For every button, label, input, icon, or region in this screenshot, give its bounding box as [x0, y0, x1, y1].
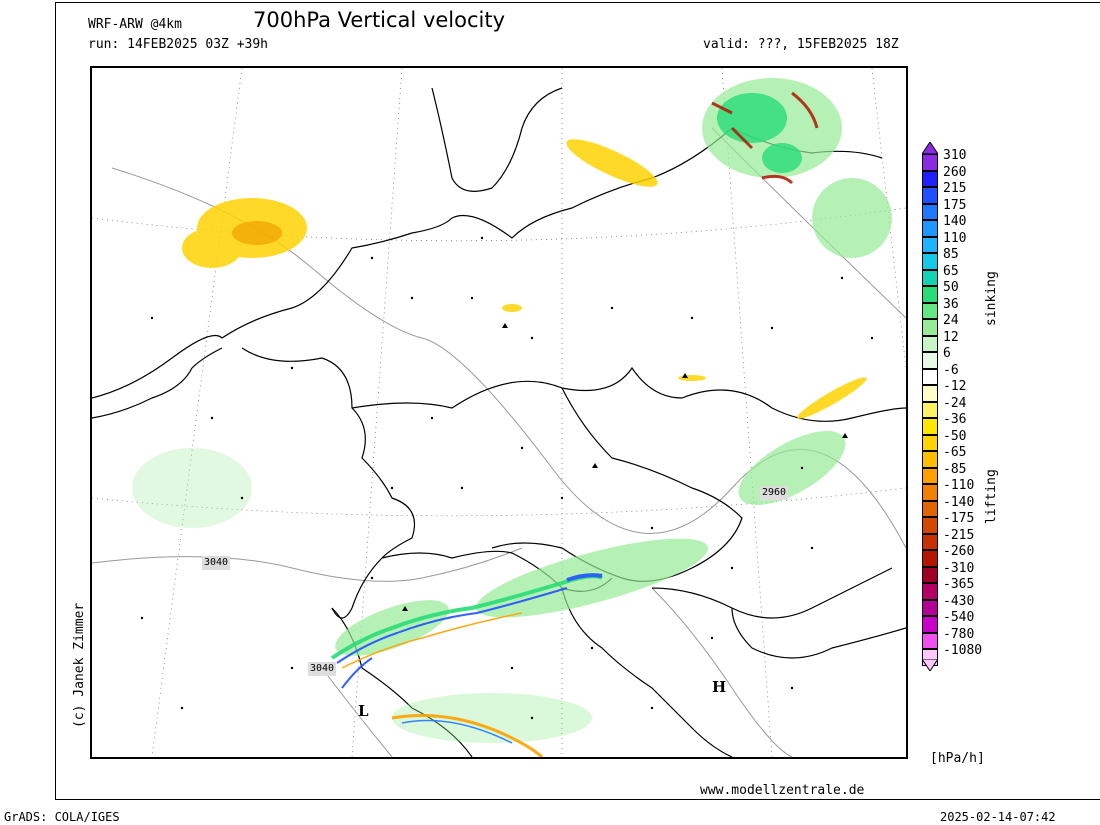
legend-label: -65 [943, 445, 967, 460]
run-label: run: 14FEB2025 03Z +39h [88, 37, 269, 52]
legend-label: -50 [943, 428, 967, 444]
legend-swatch [922, 583, 938, 600]
legend-swatch [922, 236, 938, 253]
legend-swatch [922, 418, 938, 435]
legend-swatch [922, 154, 938, 171]
legend-label: 85 [943, 247, 959, 262]
legend-swatch [922, 187, 938, 204]
website-label: www.modellzentrale.de [700, 783, 865, 798]
legend-label: 175 [943, 197, 967, 213]
legend-swatch [922, 269, 938, 286]
city-dots [140, 236, 874, 720]
legend-label: 12 [943, 329, 959, 345]
legend-swatch [922, 170, 938, 187]
lifting-label: lifting [984, 469, 999, 524]
plot-frame [55, 2, 1100, 800]
legend-label: 6 [943, 346, 951, 361]
valid-label: valid: ???, 15FEB2025 18Z [703, 37, 899, 52]
legend-swatch [922, 368, 938, 385]
legend-label: 36 [943, 296, 959, 312]
legend-swatch [922, 401, 938, 418]
legend-label: 260 [943, 164, 967, 180]
legend-label: -36 [943, 412, 967, 427]
coastlines-borders [92, 87, 906, 757]
legend-swatch [922, 533, 938, 550]
legend-swatch [922, 352, 938, 369]
sinking-label: sinking [984, 271, 999, 326]
legend-label: -215 [943, 527, 975, 543]
legend-swatch [922, 500, 938, 517]
legend-label: -260 [943, 544, 975, 559]
contour-label: 3040 [202, 556, 231, 570]
legend-swatch [922, 253, 938, 270]
legend-bottom-arrow [922, 659, 938, 671]
legend-swatch [922, 517, 938, 534]
legend-label: 310 [943, 148, 967, 163]
legend-label: 215 [943, 181, 967, 196]
legend-label: -140 [943, 494, 975, 510]
chart-title: 700hPa Vertical velocity [253, 8, 506, 32]
legend-swatch [922, 616, 938, 633]
legend-label: -1080 [943, 643, 983, 658]
legend-swatch [922, 319, 938, 336]
legend-label: -6 [943, 362, 959, 378]
legend-label: 50 [943, 280, 959, 295]
author-credit: (c) Janek Zimmer [72, 602, 87, 728]
legend-swatch [922, 632, 938, 649]
legend-swatch [922, 220, 938, 237]
footer-timestamp: 2025-02-14-07:42 [940, 810, 1056, 824]
legend-swatch [922, 467, 938, 484]
legend-swatch [922, 385, 938, 402]
legend-label: -365 [943, 577, 975, 592]
legend-swatch [922, 203, 938, 220]
high-pressure-marker: H [712, 678, 727, 696]
model-label: WRF-ARW @4km [88, 17, 182, 32]
legend-label: -540 [943, 610, 975, 625]
legend-label: -110 [943, 478, 975, 493]
legend-label: -12 [943, 379, 967, 394]
weather-map: 3040 3040 2960 H L [90, 66, 908, 759]
legend-swatch [922, 484, 938, 501]
legend-label: 140 [943, 214, 967, 229]
legend-label: -175 [943, 511, 975, 526]
legend-label: -780 [943, 626, 975, 642]
legend-label: -310 [943, 560, 975, 576]
legend-swatch [922, 566, 938, 583]
legend-label: -85 [943, 461, 967, 477]
lifting-core [232, 221, 282, 245]
low-pressure-marker: L [358, 702, 369, 720]
legend-swatch [922, 451, 938, 468]
strong-lifting [711, 91, 819, 185]
unit-label: [hPa/h] [930, 751, 985, 766]
legend-label: -430 [943, 593, 975, 609]
peak-markers [402, 323, 848, 611]
alpine-band [330, 573, 603, 757]
contour-label: 3040 [308, 662, 337, 676]
legend-swatch [922, 550, 938, 567]
legend-label: 110 [943, 230, 967, 246]
contour-label: 2960 [760, 486, 789, 500]
legend-swatch [922, 434, 938, 451]
legend-top-arrow [922, 142, 938, 154]
legend-label: 65 [943, 263, 959, 279]
legend-label: 24 [943, 313, 959, 328]
legend-label: -24 [943, 395, 967, 411]
legend-swatch [922, 599, 938, 616]
legend-swatch [922, 335, 938, 352]
footer-software: GrADS: COLA/IGES [4, 810, 120, 824]
legend-swatch [922, 286, 938, 303]
legend-swatch [922, 302, 938, 319]
